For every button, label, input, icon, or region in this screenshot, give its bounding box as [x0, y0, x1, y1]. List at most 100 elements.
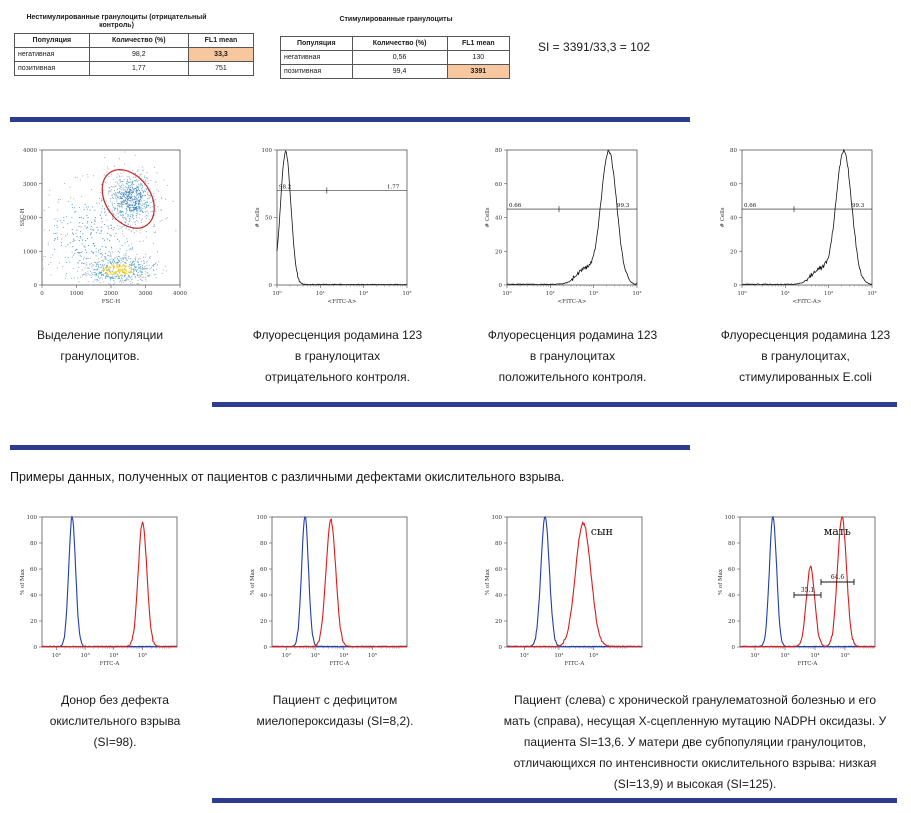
data-point — [154, 263, 156, 265]
data-point — [87, 176, 89, 178]
caption-negative-control: Флуоресценция родамина 123 в гранулоцита… — [252, 328, 423, 384]
data-point — [97, 266, 100, 268]
data-point — [109, 259, 111, 261]
data-point — [148, 195, 150, 197]
data-point — [145, 182, 147, 184]
data-point — [81, 243, 83, 245]
data-point — [134, 199, 136, 201]
data-point — [140, 279, 143, 281]
data-point — [92, 264, 94, 266]
caption-positive-control: Флуоресценция родамина 123 в гранулоцита… — [487, 328, 658, 384]
data-point — [93, 269, 95, 271]
y-tick-label: 80 — [30, 541, 37, 547]
data-point — [137, 185, 139, 187]
y-tick-label: 0 — [499, 645, 503, 651]
data-point — [100, 226, 102, 228]
data-point — [106, 171, 108, 173]
x-axis-label: <FITC-A> — [328, 299, 357, 305]
data-point — [139, 214, 141, 216]
data-point — [137, 189, 139, 192]
data-point — [112, 268, 115, 270]
data-point — [136, 179, 138, 181]
data-point — [105, 267, 107, 270]
data-point — [145, 278, 147, 280]
data-point — [135, 215, 137, 217]
data-point — [82, 269, 84, 271]
histogram-ecoli: 0 20 40 60 80 10⁰ 10¹ 10² 10³ <FITC-A> # Cells 0.66… — [720, 148, 877, 305]
data-point — [135, 189, 138, 191]
data-point — [115, 232, 117, 234]
data-point — [110, 200, 112, 202]
marker-label: 0.66 — [509, 203, 522, 209]
data-point — [112, 274, 114, 276]
data-point — [125, 257, 127, 259]
data-point — [117, 202, 119, 204]
data-point — [120, 184, 122, 186]
data-point — [175, 230, 177, 232]
data-point — [122, 203, 124, 205]
data-point — [152, 265, 155, 267]
data-point — [136, 192, 138, 194]
data-point — [103, 189, 105, 191]
data-point — [121, 192, 123, 194]
data-point — [137, 260, 139, 262]
data-point — [126, 197, 128, 199]
x-tick-label: 4000 — [173, 291, 187, 297]
y-tick-label: 80 — [495, 541, 502, 547]
data-point — [144, 188, 146, 190]
data-point — [135, 266, 137, 268]
data-point — [124, 280, 127, 282]
data-point — [99, 191, 101, 194]
data-point — [112, 278, 114, 280]
data-point — [107, 168, 109, 170]
data-point — [116, 263, 118, 265]
data-point — [89, 263, 91, 265]
data-point — [142, 210, 144, 213]
table-cell: 0,56 — [351, 50, 448, 65]
y-tick-label: 2000 — [23, 216, 37, 222]
data-point — [53, 248, 56, 250]
data-point — [132, 200, 134, 202]
data-point — [117, 268, 119, 270]
data-point — [125, 207, 127, 210]
data-point — [128, 257, 130, 259]
data-point — [82, 175, 84, 177]
data-point — [119, 192, 121, 194]
y-tick-label: 0 — [732, 645, 736, 651]
data-point — [131, 210, 133, 212]
data-point — [99, 267, 101, 269]
data-point — [128, 207, 130, 209]
data-point — [131, 190, 133, 192]
data-point — [126, 206, 128, 208]
data-point — [48, 206, 50, 208]
data-point — [109, 279, 111, 281]
data-point — [107, 273, 110, 275]
data-point — [127, 199, 129, 201]
data-point — [125, 254, 127, 256]
data-point — [131, 279, 133, 281]
x-tick-label: 10³ — [867, 290, 876, 297]
data-point — [116, 261, 118, 263]
data-point — [112, 264, 114, 266]
data-point — [57, 199, 60, 201]
data-point — [56, 238, 59, 240]
data-point — [154, 263, 156, 265]
y-tick-label: 80 — [730, 148, 737, 154]
data-point — [120, 280, 122, 282]
data-point — [95, 251, 97, 253]
data-point — [132, 201, 134, 203]
data-point — [129, 206, 131, 208]
data-point — [122, 230, 124, 232]
data-point — [143, 262, 145, 264]
data-point — [111, 227, 113, 229]
data-point — [116, 238, 118, 240]
data-point — [112, 218, 114, 220]
data-point — [121, 269, 123, 271]
data-point — [140, 209, 142, 211]
data-point — [165, 198, 167, 200]
data-point — [134, 265, 136, 267]
data-point — [137, 271, 139, 273]
data-point — [98, 202, 100, 204]
data-point — [131, 243, 133, 245]
table-row: позитивная 1,77 751 — [14, 61, 255, 76]
